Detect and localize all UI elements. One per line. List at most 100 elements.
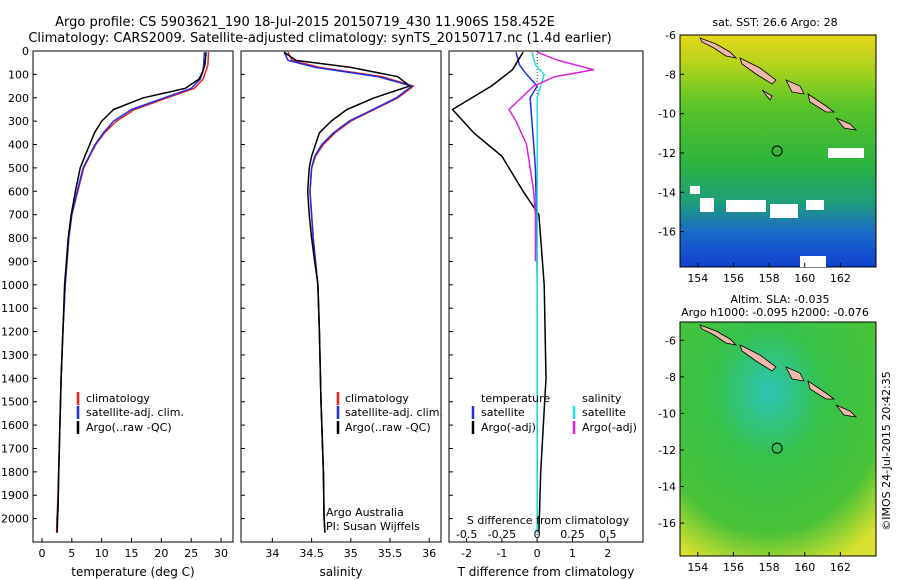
y-tick-label: 300: [8, 115, 29, 128]
x-tick-label: -1: [496, 547, 507, 560]
x-tick-label: 35: [344, 547, 358, 560]
y-tick-label: 2000: [1, 513, 29, 526]
cloud-gap: [770, 204, 798, 218]
series-line-temperature-argo-adj-: [451, 51, 547, 533]
x-tick-label: -2: [461, 547, 472, 560]
map-y-tick-label: -14: [658, 481, 676, 494]
sst-map: sat. SST: 26.6 Argo: 28 154 156 158 160 162 …: [658, 16, 877, 285]
sla-map-title-1: Altim. SLA: -0.035: [730, 293, 829, 306]
map-y-tick-label: -16: [658, 517, 676, 530]
y-tick-label: 1600: [1, 419, 29, 432]
legend-label-climatology: climatology: [86, 392, 150, 405]
x-tick-label: 25: [184, 547, 198, 560]
map-x-tick-label: 160: [794, 561, 815, 574]
x-tick-label: 10: [95, 547, 109, 560]
island: [835, 404, 858, 418]
y-tick-label: 1000: [1, 279, 29, 292]
temperature-legend: climatology satellite-adj. clim. Argo(..…: [76, 392, 184, 434]
temperature-xlabel: temperature (deg C): [71, 565, 194, 579]
y-tick-label: 1400: [1, 372, 29, 385]
y-tick-label: 1200: [1, 326, 29, 339]
series-line-satellite-adj-clim-: [283, 51, 413, 533]
map-x-tick-label: 154: [687, 272, 708, 285]
island: [807, 380, 836, 400]
difference-panel: -2 -1 0 1 2 S difference from climatology -0…: [448, 50, 644, 579]
map-y-tick-label: -12: [658, 147, 676, 160]
map-y-tick-label: -6: [665, 29, 676, 42]
legend-label-temperature-argo: Argo(-adj): [481, 421, 536, 434]
legend-title-salinity: salinity: [582, 392, 622, 405]
y-tick-label: 700: [8, 209, 29, 222]
island: [699, 37, 738, 59]
x-tick-label: 20: [154, 547, 168, 560]
s-tick-label: 0.25: [560, 528, 585, 541]
series-line-temperature-satellite: [515, 52, 538, 533]
y-tick-label: 600: [8, 185, 29, 198]
sst-map-title: sat. SST: 26.6 Argo: 28: [712, 16, 837, 29]
temperature-frame: [32, 50, 234, 543]
sla-field: [679, 321, 877, 557]
t-difference-xlabel: T difference from climatology: [457, 565, 635, 579]
map-x-tick-label: 162: [830, 561, 851, 574]
island: [785, 366, 805, 382]
cloud-gap: [726, 200, 766, 212]
salinity-legend: climatology satellite-adj. clim. Argo(..…: [336, 392, 443, 434]
y-tick-label: 900: [8, 255, 29, 268]
map-y-tick-label: -8: [665, 68, 676, 81]
legend-label-temperature-satellite: satellite: [481, 406, 525, 419]
map-y-tick-label: -8: [665, 371, 676, 384]
x-tick-label: 34: [265, 547, 279, 560]
y-tick-label: 400: [8, 139, 29, 152]
legend-label-satellite: satellite-adj. clim.: [345, 406, 443, 419]
cloud-gap: [690, 186, 700, 194]
map-x-tick-label: 156: [723, 561, 744, 574]
island: [699, 324, 738, 346]
title-line-2: Climatology: CARS2009. Satellite-adjuste…: [28, 31, 611, 46]
sla-coastline: [699, 324, 858, 418]
map-y-tick-label: -16: [658, 226, 676, 239]
map-x-tick-label: 160: [794, 272, 815, 285]
sla-map-title-2: Argo h1000: -0.095 h2000: -0.076: [681, 306, 869, 319]
map-y-tick-label: -12: [658, 444, 676, 457]
island: [761, 89, 773, 101]
s-tick-label: -0.5: [456, 528, 477, 541]
cloud-gap: [828, 148, 864, 158]
s-tick-label: -0.25: [488, 528, 516, 541]
series-line-satellite-adj-clim-: [56, 52, 206, 533]
legend-label-argo: Argo(..raw -QC): [86, 421, 172, 434]
x-tick-label: 0: [534, 547, 541, 560]
series-line-argo-raw-qc-: [56, 52, 207, 533]
legend-title-temperature: temperature: [481, 392, 550, 405]
s-tick-label: 0.5: [599, 528, 617, 541]
annotation-pi: PI: Susan Wijffels: [326, 520, 420, 533]
legend-label-salinity-argo: Argo(-adj): [582, 421, 637, 434]
series-line-climatology: [287, 51, 415, 533]
island: [785, 79, 805, 95]
island: [739, 344, 777, 372]
series-line-climatology: [55, 52, 210, 533]
y-tick-label: 0: [22, 45, 29, 58]
s-difference-xlabel: S difference from climatology: [467, 514, 630, 527]
cloud-gap: [700, 198, 714, 212]
map-x-tick-label: 162: [830, 272, 851, 285]
x-tick-label: 1: [569, 547, 576, 560]
map-y-tick-label: -14: [658, 186, 676, 199]
legend-label-satellite: satellite-adj. clim.: [86, 406, 184, 419]
island: [739, 57, 777, 85]
island: [807, 93, 836, 113]
island: [835, 117, 858, 131]
x-tick-label: 2: [604, 547, 611, 560]
map-y-tick-label: -6: [665, 334, 676, 347]
sst-cloud-gaps: [690, 148, 864, 267]
x-tick-label: 30: [214, 547, 228, 560]
y-tick-label: 200: [8, 92, 29, 105]
y-tick-label: 800: [8, 232, 29, 245]
legend-label-salinity-satellite: satellite: [582, 406, 626, 419]
x-tick-label: 35.5: [378, 547, 403, 560]
map-x-tick-label: 158: [759, 561, 780, 574]
x-tick-label: 15: [125, 547, 139, 560]
x-tick-label: 0: [38, 547, 45, 560]
title-line-1: Argo profile: CS 5903621_190 18-Jul-2015…: [55, 15, 555, 30]
temperature-panel: 0100200300400500600700800900100011001200…: [1, 45, 234, 579]
